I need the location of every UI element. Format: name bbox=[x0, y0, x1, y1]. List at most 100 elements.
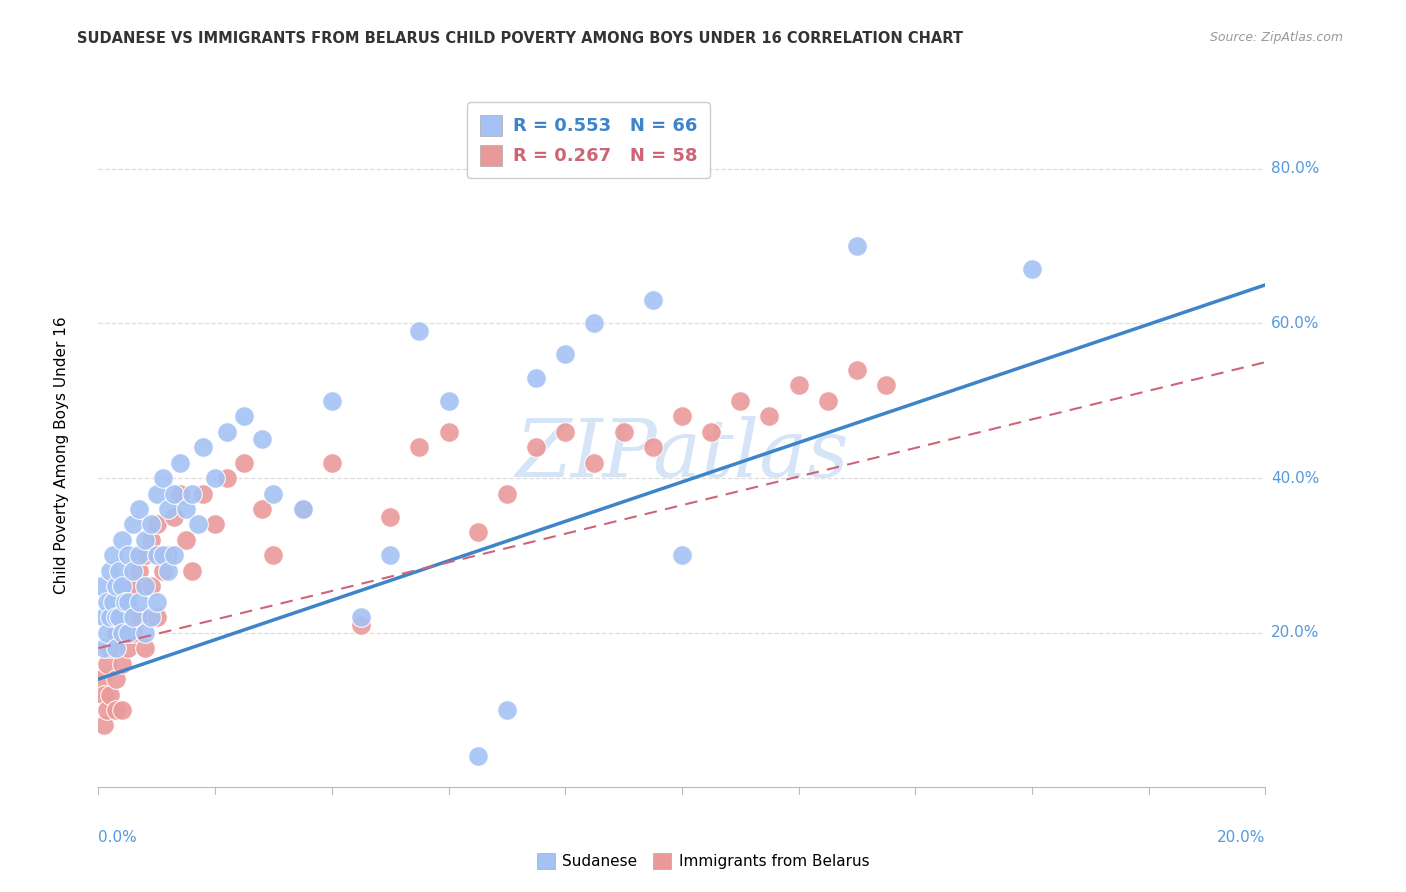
Point bbox=[139, 517, 162, 532]
Point bbox=[524, 370, 547, 384]
Point bbox=[262, 486, 284, 500]
Point bbox=[152, 564, 174, 578]
Point bbox=[90, 672, 112, 686]
Point bbox=[467, 749, 489, 764]
Point bbox=[104, 610, 127, 624]
Point bbox=[128, 564, 150, 578]
Point bbox=[174, 502, 197, 516]
Point bbox=[641, 440, 664, 454]
Text: 80.0%: 80.0% bbox=[1271, 161, 1320, 177]
Point bbox=[233, 409, 256, 424]
Point bbox=[1021, 262, 1043, 277]
Point bbox=[122, 625, 145, 640]
Point bbox=[846, 239, 869, 253]
Point bbox=[262, 549, 284, 563]
Point bbox=[146, 595, 169, 609]
Point bbox=[111, 533, 134, 547]
Point bbox=[108, 610, 131, 624]
Point bbox=[437, 393, 460, 408]
Point bbox=[204, 517, 226, 532]
Point bbox=[671, 409, 693, 424]
Point bbox=[204, 471, 226, 485]
Point bbox=[93, 610, 115, 624]
Point bbox=[122, 564, 145, 578]
Point bbox=[111, 703, 134, 717]
Point bbox=[117, 595, 139, 609]
Point bbox=[108, 564, 131, 578]
Point bbox=[187, 517, 209, 532]
Point bbox=[583, 317, 606, 331]
Point bbox=[583, 456, 606, 470]
Point bbox=[104, 579, 127, 593]
Point bbox=[321, 393, 343, 408]
Point bbox=[437, 425, 460, 439]
Point bbox=[291, 502, 314, 516]
Point bbox=[846, 363, 869, 377]
Point bbox=[641, 293, 664, 308]
Point bbox=[134, 549, 156, 563]
Point bbox=[104, 641, 127, 656]
Point bbox=[93, 688, 115, 702]
Point bbox=[787, 378, 810, 392]
Point bbox=[180, 564, 202, 578]
Point bbox=[169, 486, 191, 500]
Point bbox=[180, 486, 202, 500]
Point bbox=[128, 549, 150, 563]
Point bbox=[93, 641, 115, 656]
Point bbox=[233, 456, 256, 470]
Point bbox=[104, 672, 127, 686]
Text: ZIPatlas: ZIPatlas bbox=[515, 417, 849, 493]
Point bbox=[101, 595, 124, 609]
Point bbox=[96, 703, 118, 717]
Point bbox=[157, 564, 180, 578]
Point bbox=[122, 579, 145, 593]
Point bbox=[152, 471, 174, 485]
Point bbox=[215, 471, 238, 485]
Point bbox=[104, 625, 127, 640]
Point bbox=[350, 610, 373, 624]
Text: 20.0%: 20.0% bbox=[1218, 830, 1265, 845]
Point bbox=[117, 549, 139, 563]
Point bbox=[193, 440, 215, 454]
Point bbox=[96, 657, 118, 671]
Text: 60.0%: 60.0% bbox=[1271, 316, 1320, 331]
Point bbox=[163, 486, 186, 500]
Point bbox=[146, 517, 169, 532]
Point bbox=[134, 533, 156, 547]
Point bbox=[496, 486, 519, 500]
Point bbox=[554, 347, 576, 361]
Point bbox=[134, 625, 156, 640]
Point bbox=[758, 409, 780, 424]
Point bbox=[612, 425, 634, 439]
Point bbox=[174, 533, 197, 547]
Point bbox=[114, 595, 136, 609]
Point bbox=[671, 549, 693, 563]
Text: 40.0%: 40.0% bbox=[1271, 471, 1320, 485]
Point bbox=[122, 610, 145, 624]
Point bbox=[146, 610, 169, 624]
Point bbox=[98, 564, 121, 578]
Point bbox=[408, 440, 430, 454]
Point bbox=[875, 378, 897, 392]
Point bbox=[128, 610, 150, 624]
Point bbox=[152, 549, 174, 563]
Point bbox=[117, 595, 139, 609]
Point bbox=[117, 641, 139, 656]
Point bbox=[496, 703, 519, 717]
Text: 0.0%: 0.0% bbox=[98, 830, 138, 845]
Text: 20.0%: 20.0% bbox=[1271, 625, 1320, 640]
Point bbox=[128, 595, 150, 609]
Point bbox=[350, 618, 373, 632]
Point bbox=[111, 657, 134, 671]
Point bbox=[157, 502, 180, 516]
Point bbox=[104, 703, 127, 717]
Point bbox=[250, 433, 273, 447]
Point bbox=[117, 625, 139, 640]
Point bbox=[146, 549, 169, 563]
Point bbox=[380, 509, 402, 524]
Point bbox=[139, 533, 162, 547]
Point bbox=[111, 625, 134, 640]
Point bbox=[98, 688, 121, 702]
Point bbox=[730, 393, 752, 408]
Point bbox=[139, 610, 162, 624]
